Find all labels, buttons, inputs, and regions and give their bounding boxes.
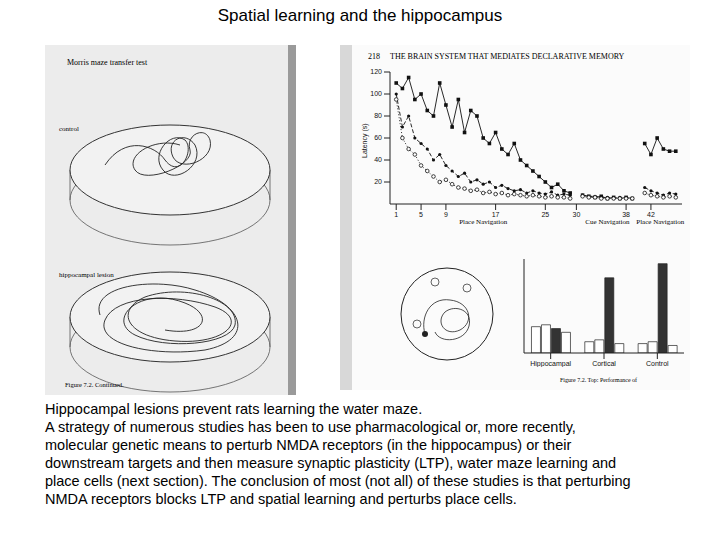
svg-text:Control: Control bbox=[646, 360, 669, 367]
svg-text:60: 60 bbox=[374, 134, 382, 141]
svg-text:control: control bbox=[59, 125, 79, 133]
svg-text:hippocampal lesion: hippocampal lesion bbox=[59, 271, 114, 279]
html-text:place cells (next section). Th: place cells (next section). The conclusi… bbox=[45, 473, 631, 489]
svg-text:25: 25 bbox=[541, 211, 549, 218]
html-text:Cue Navigation: Cue Navigation bbox=[585, 218, 630, 226]
html-text:Place Navigation: Place Navigation bbox=[459, 218, 508, 226]
html-text:Place Navigation: Place Navigation bbox=[636, 218, 685, 226]
svg-text:38: 38 bbox=[622, 211, 630, 218]
svg-text:9: 9 bbox=[444, 211, 448, 218]
svg-text:Hippocampal: Hippocampal bbox=[530, 360, 571, 367]
svg-text:Figure 7.2. Continued.: Figure 7.2. Continued. bbox=[65, 381, 124, 388]
html-text:218: 218 bbox=[368, 52, 380, 61]
svg-text:42: 42 bbox=[647, 211, 655, 218]
svg-text:5: 5 bbox=[419, 211, 423, 218]
svg-text:100: 100 bbox=[370, 90, 382, 97]
html-text:Hippocampal lesions prevent ra: Hippocampal lesions prevent rats learnin… bbox=[45, 401, 423, 417]
html-text:Spatial learning and the hippo: Spatial learning and the hippocampus bbox=[217, 6, 503, 25]
svg-text:80: 80 bbox=[374, 112, 382, 119]
html-text:NMDA receptors blocks LTP and: NMDA receptors blocks LTP and spatial le… bbox=[45, 491, 517, 507]
svg-text:Morris maze transfer test: Morris maze transfer test bbox=[67, 58, 148, 67]
svg-text:Cortical: Cortical bbox=[592, 360, 616, 367]
svg-text:20: 20 bbox=[374, 178, 382, 185]
html-text:molecular genetic means to per: molecular genetic means to perturb NMDA … bbox=[45, 437, 572, 453]
svg-text:Latency (s): Latency (s) bbox=[361, 123, 369, 158]
html-text:Figure 7.2. Top: Performance o: Figure 7.2. Top: Performance of bbox=[560, 377, 638, 383]
html-text:THE BRAIN SYSTEM THAT MEDIATES: THE BRAIN SYSTEM THAT MEDIATES DECLARATI… bbox=[390, 52, 625, 61]
svg-text:30: 30 bbox=[572, 211, 580, 218]
svg-text:17: 17 bbox=[492, 211, 500, 218]
html-text:A strategy of numerous studies: A strategy of numerous studies has been … bbox=[45, 419, 576, 435]
html-text:downstream targets and then me: downstream targets and then measure syna… bbox=[45, 455, 617, 471]
svg-text:1: 1 bbox=[394, 211, 398, 218]
svg-text:120: 120 bbox=[370, 68, 382, 75]
svg-text:40: 40 bbox=[374, 156, 382, 163]
